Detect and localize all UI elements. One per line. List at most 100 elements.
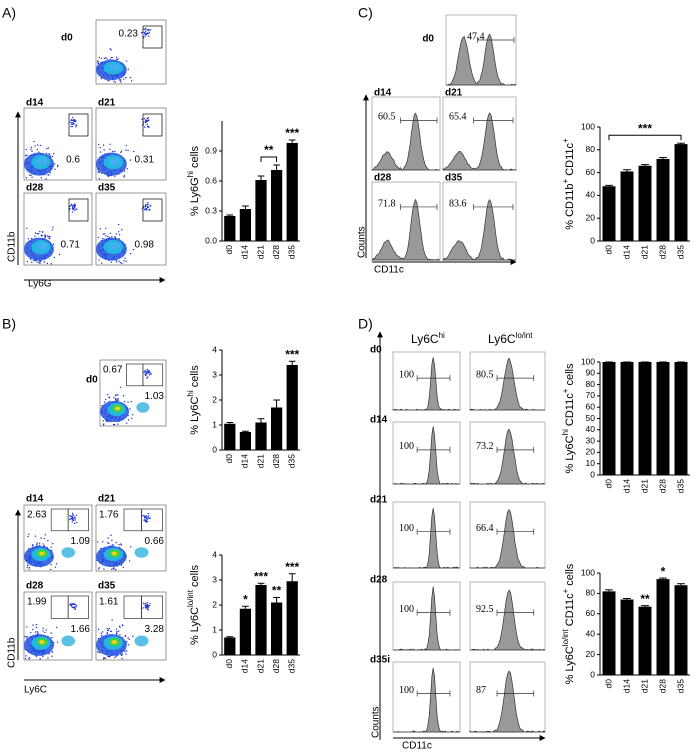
event-dot	[144, 602, 147, 604]
event-dot	[46, 148, 48, 150]
event-dot	[34, 232, 37, 234]
density	[61, 547, 75, 558]
event-dot	[25, 655, 27, 657]
y-axis-title: % Ly6Chi CD11c+ cells	[561, 363, 576, 473]
y-axis-title-part: % Ly6C	[564, 435, 576, 473]
event-dot	[107, 537, 109, 539]
significance-label: **	[640, 592, 650, 606]
plot-frame	[392, 661, 461, 733]
event-dot	[120, 654, 123, 657]
histogram	[469, 357, 545, 411]
event-dot	[143, 28, 145, 30]
bar	[224, 423, 236, 450]
event-dot	[30, 174, 32, 177]
event-dot	[72, 208, 75, 211]
event-dot	[147, 28, 149, 31]
event-dot	[54, 163, 56, 165]
y-axis-title-part: +	[561, 588, 570, 593]
gate-value: 100	[399, 369, 414, 380]
y-tick-label: 100	[581, 121, 595, 131]
bar	[656, 579, 670, 675]
event-dot	[40, 537, 42, 539]
event-dot	[71, 512, 74, 515]
event-dot	[72, 119, 74, 122]
event-dot	[50, 568, 52, 571]
event-dot	[30, 148, 32, 150]
histogram	[393, 586, 461, 651]
gate-value: 60.5	[378, 112, 396, 123]
event-dot	[42, 543, 44, 545]
gate-value: 100	[399, 685, 414, 696]
x-tick-label: d28	[657, 245, 667, 259]
event-dot	[53, 256, 56, 259]
event-dot	[146, 604, 149, 606]
x-tick-label: d21	[255, 454, 265, 468]
x-tick-label: d28	[271, 454, 281, 468]
density	[36, 241, 48, 251]
event-dot	[103, 657, 105, 659]
event-dot	[115, 568, 117, 571]
event-dot	[146, 120, 148, 122]
event-dot	[26, 635, 28, 638]
event-dot	[120, 543, 122, 545]
event-dot	[109, 655, 111, 657]
event-dot	[105, 227, 107, 230]
x-tick-label: d35	[675, 679, 685, 693]
gate-value: 1.09	[71, 536, 91, 547]
x-tick-label: d14	[621, 479, 631, 493]
y-axis-title-part: lo/int	[561, 629, 570, 647]
event-dot	[72, 205, 74, 207]
event-dot	[24, 635, 26, 638]
event-dot	[144, 208, 146, 211]
event-dot	[113, 396, 115, 399]
event-dot	[70, 203, 73, 206]
event-dot	[26, 626, 28, 628]
event-dot	[28, 566, 31, 569]
event-dot	[117, 223, 120, 226]
event-dot	[39, 262, 41, 264]
event-dot	[147, 376, 149, 378]
gate	[67, 595, 89, 619]
event-dot	[37, 232, 40, 235]
event-dot	[110, 56, 112, 59]
event-dot	[30, 632, 32, 634]
bar	[255, 422, 267, 450]
y-axis-title-part: % Ly6C	[189, 607, 201, 645]
event-dot	[71, 521, 73, 523]
day-label: d14	[374, 88, 392, 99]
event-dot	[25, 148, 28, 151]
event-dot	[44, 237, 46, 239]
bar	[638, 362, 652, 475]
event-dot	[97, 651, 99, 653]
x-tick-label: d21	[639, 679, 649, 693]
event-dot	[35, 623, 38, 626]
event-dot	[71, 206, 74, 209]
significance-label: *	[661, 564, 666, 578]
event-dot	[129, 159, 131, 161]
x-tick-label: d14	[621, 245, 631, 259]
y-tick-label: 20	[586, 649, 596, 659]
event-dot	[148, 372, 150, 374]
event-dot	[103, 149, 105, 151]
event-dot	[47, 539, 49, 542]
y-tick-label: 0	[590, 469, 595, 479]
histogram	[446, 33, 517, 86]
event-dot	[52, 243, 55, 245]
y-tick-label: 4	[212, 344, 217, 354]
column-header: Ly6Chi	[411, 331, 445, 347]
event-dot	[142, 607, 144, 609]
event-dot	[49, 235, 51, 238]
event-dot	[107, 655, 109, 658]
gate-value: 66.4	[476, 523, 494, 534]
event-dot	[50, 546, 52, 548]
event-dot	[143, 117, 146, 120]
event-dot	[97, 236, 99, 239]
event-dot	[34, 535, 37, 537]
event-dot	[39, 544, 41, 546]
event-dot	[99, 151, 102, 153]
gate-value: 47.4	[467, 31, 485, 42]
event-dot	[144, 606, 147, 608]
x-tick-label: d0	[224, 454, 234, 464]
event-dot	[73, 119, 76, 121]
bar	[270, 602, 283, 655]
